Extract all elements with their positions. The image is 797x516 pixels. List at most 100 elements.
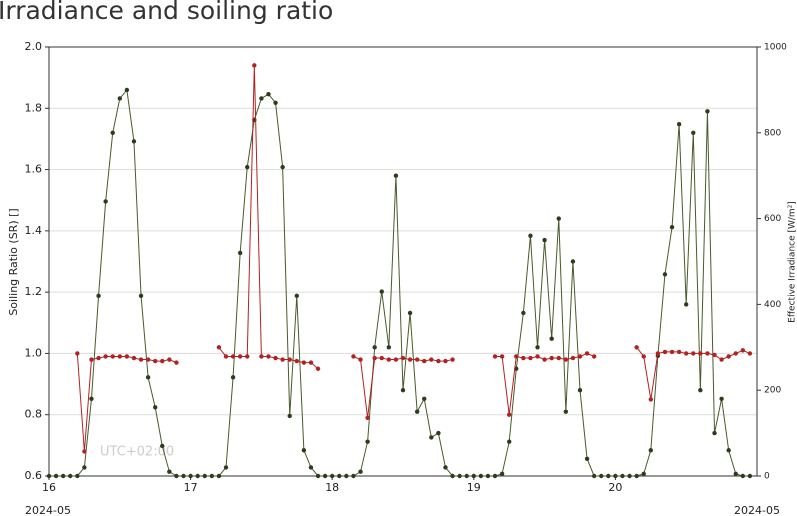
data-point (549, 336, 554, 341)
data-point (648, 397, 653, 402)
data-point (528, 355, 533, 361)
y2-tick-label: 400 (764, 300, 781, 310)
data-point (117, 354, 123, 359)
series-line (49, 88, 750, 477)
data-point (174, 473, 179, 479)
data-point (436, 358, 441, 364)
data-point (422, 358, 427, 364)
data-point (209, 473, 215, 479)
data-point (407, 357, 413, 362)
data-point (563, 409, 569, 414)
data-point (627, 473, 632, 479)
data-point (181, 473, 186, 479)
data-point (393, 173, 399, 178)
y2-tick-label: 0 (764, 472, 770, 482)
y-tick-label: 0.8 (25, 408, 43, 421)
data-point (280, 357, 285, 362)
data-point (344, 473, 349, 479)
data-point (556, 355, 561, 361)
data-point (655, 351, 661, 356)
data-point (414, 357, 420, 362)
data-point (429, 357, 434, 362)
data-point (492, 473, 498, 479)
data-point (131, 139, 137, 144)
chart-title: Irradiance and soiling ratio (0, 0, 333, 25)
data-point (591, 473, 597, 479)
data-point (68, 473, 73, 479)
data-point (287, 357, 292, 362)
data-point (393, 357, 399, 362)
data-point (726, 354, 731, 359)
data-point (53, 473, 59, 479)
data-point (379, 289, 384, 294)
data-point (733, 471, 738, 477)
data-point (167, 357, 172, 362)
data-point (471, 473, 476, 479)
data-point (400, 355, 406, 361)
y-tick-label: 1.2 (25, 285, 43, 298)
plot-frame (48, 46, 758, 477)
data-point (131, 355, 137, 361)
data-point (273, 100, 278, 105)
data-point (584, 351, 590, 356)
data-point (400, 388, 406, 393)
data-point (252, 63, 257, 68)
y2-tick-label: 800 (764, 128, 781, 138)
data-point (351, 354, 356, 359)
data-point (521, 310, 526, 316)
data-point (591, 354, 597, 359)
data-point (96, 355, 101, 361)
data-point (89, 357, 94, 362)
data-point (117, 96, 123, 101)
data-point (740, 473, 746, 479)
data-point (712, 352, 717, 358)
data-point (75, 351, 80, 356)
data-point (556, 216, 561, 221)
data-point (46, 473, 52, 479)
data-point (365, 439, 370, 444)
data-point (330, 473, 335, 479)
data-point (273, 355, 278, 361)
data-point (245, 164, 250, 170)
data-point (138, 357, 144, 362)
data-point (230, 375, 236, 380)
data-point (223, 465, 229, 470)
data-point (676, 122, 682, 127)
data-point (584, 456, 590, 462)
data-point (740, 348, 746, 353)
data-point (301, 448, 307, 453)
data-point (464, 473, 469, 479)
data-point (684, 302, 689, 307)
data-point (698, 351, 703, 356)
data-point (294, 358, 299, 364)
data-point (507, 439, 512, 444)
data-point (634, 473, 639, 479)
data-point (450, 357, 455, 362)
data-point (308, 465, 314, 470)
data-point (606, 473, 611, 479)
data-point (230, 354, 236, 359)
data-point (96, 293, 101, 299)
data-point (478, 473, 484, 479)
data-point (372, 345, 377, 350)
data-point (733, 351, 738, 356)
data-point (153, 405, 158, 410)
data-point (174, 360, 179, 365)
data-point (358, 469, 363, 474)
data-point (698, 388, 703, 393)
data-point (641, 354, 646, 359)
data-point (60, 473, 66, 479)
data-point (386, 357, 392, 362)
data-point (315, 366, 321, 371)
data-point (599, 473, 604, 479)
data-point (103, 199, 108, 204)
data-point (705, 109, 710, 114)
x-corner-label: 2024-05 (25, 504, 71, 516)
data-point (372, 355, 377, 361)
data-point (549, 355, 554, 361)
data-point (202, 473, 207, 479)
data-point (287, 413, 292, 419)
y2-axis-label: Effective Irradiance [W/m²] (788, 201, 797, 323)
x-tick-label: 17 (184, 481, 198, 494)
y-tick-label: 1.4 (25, 224, 43, 237)
